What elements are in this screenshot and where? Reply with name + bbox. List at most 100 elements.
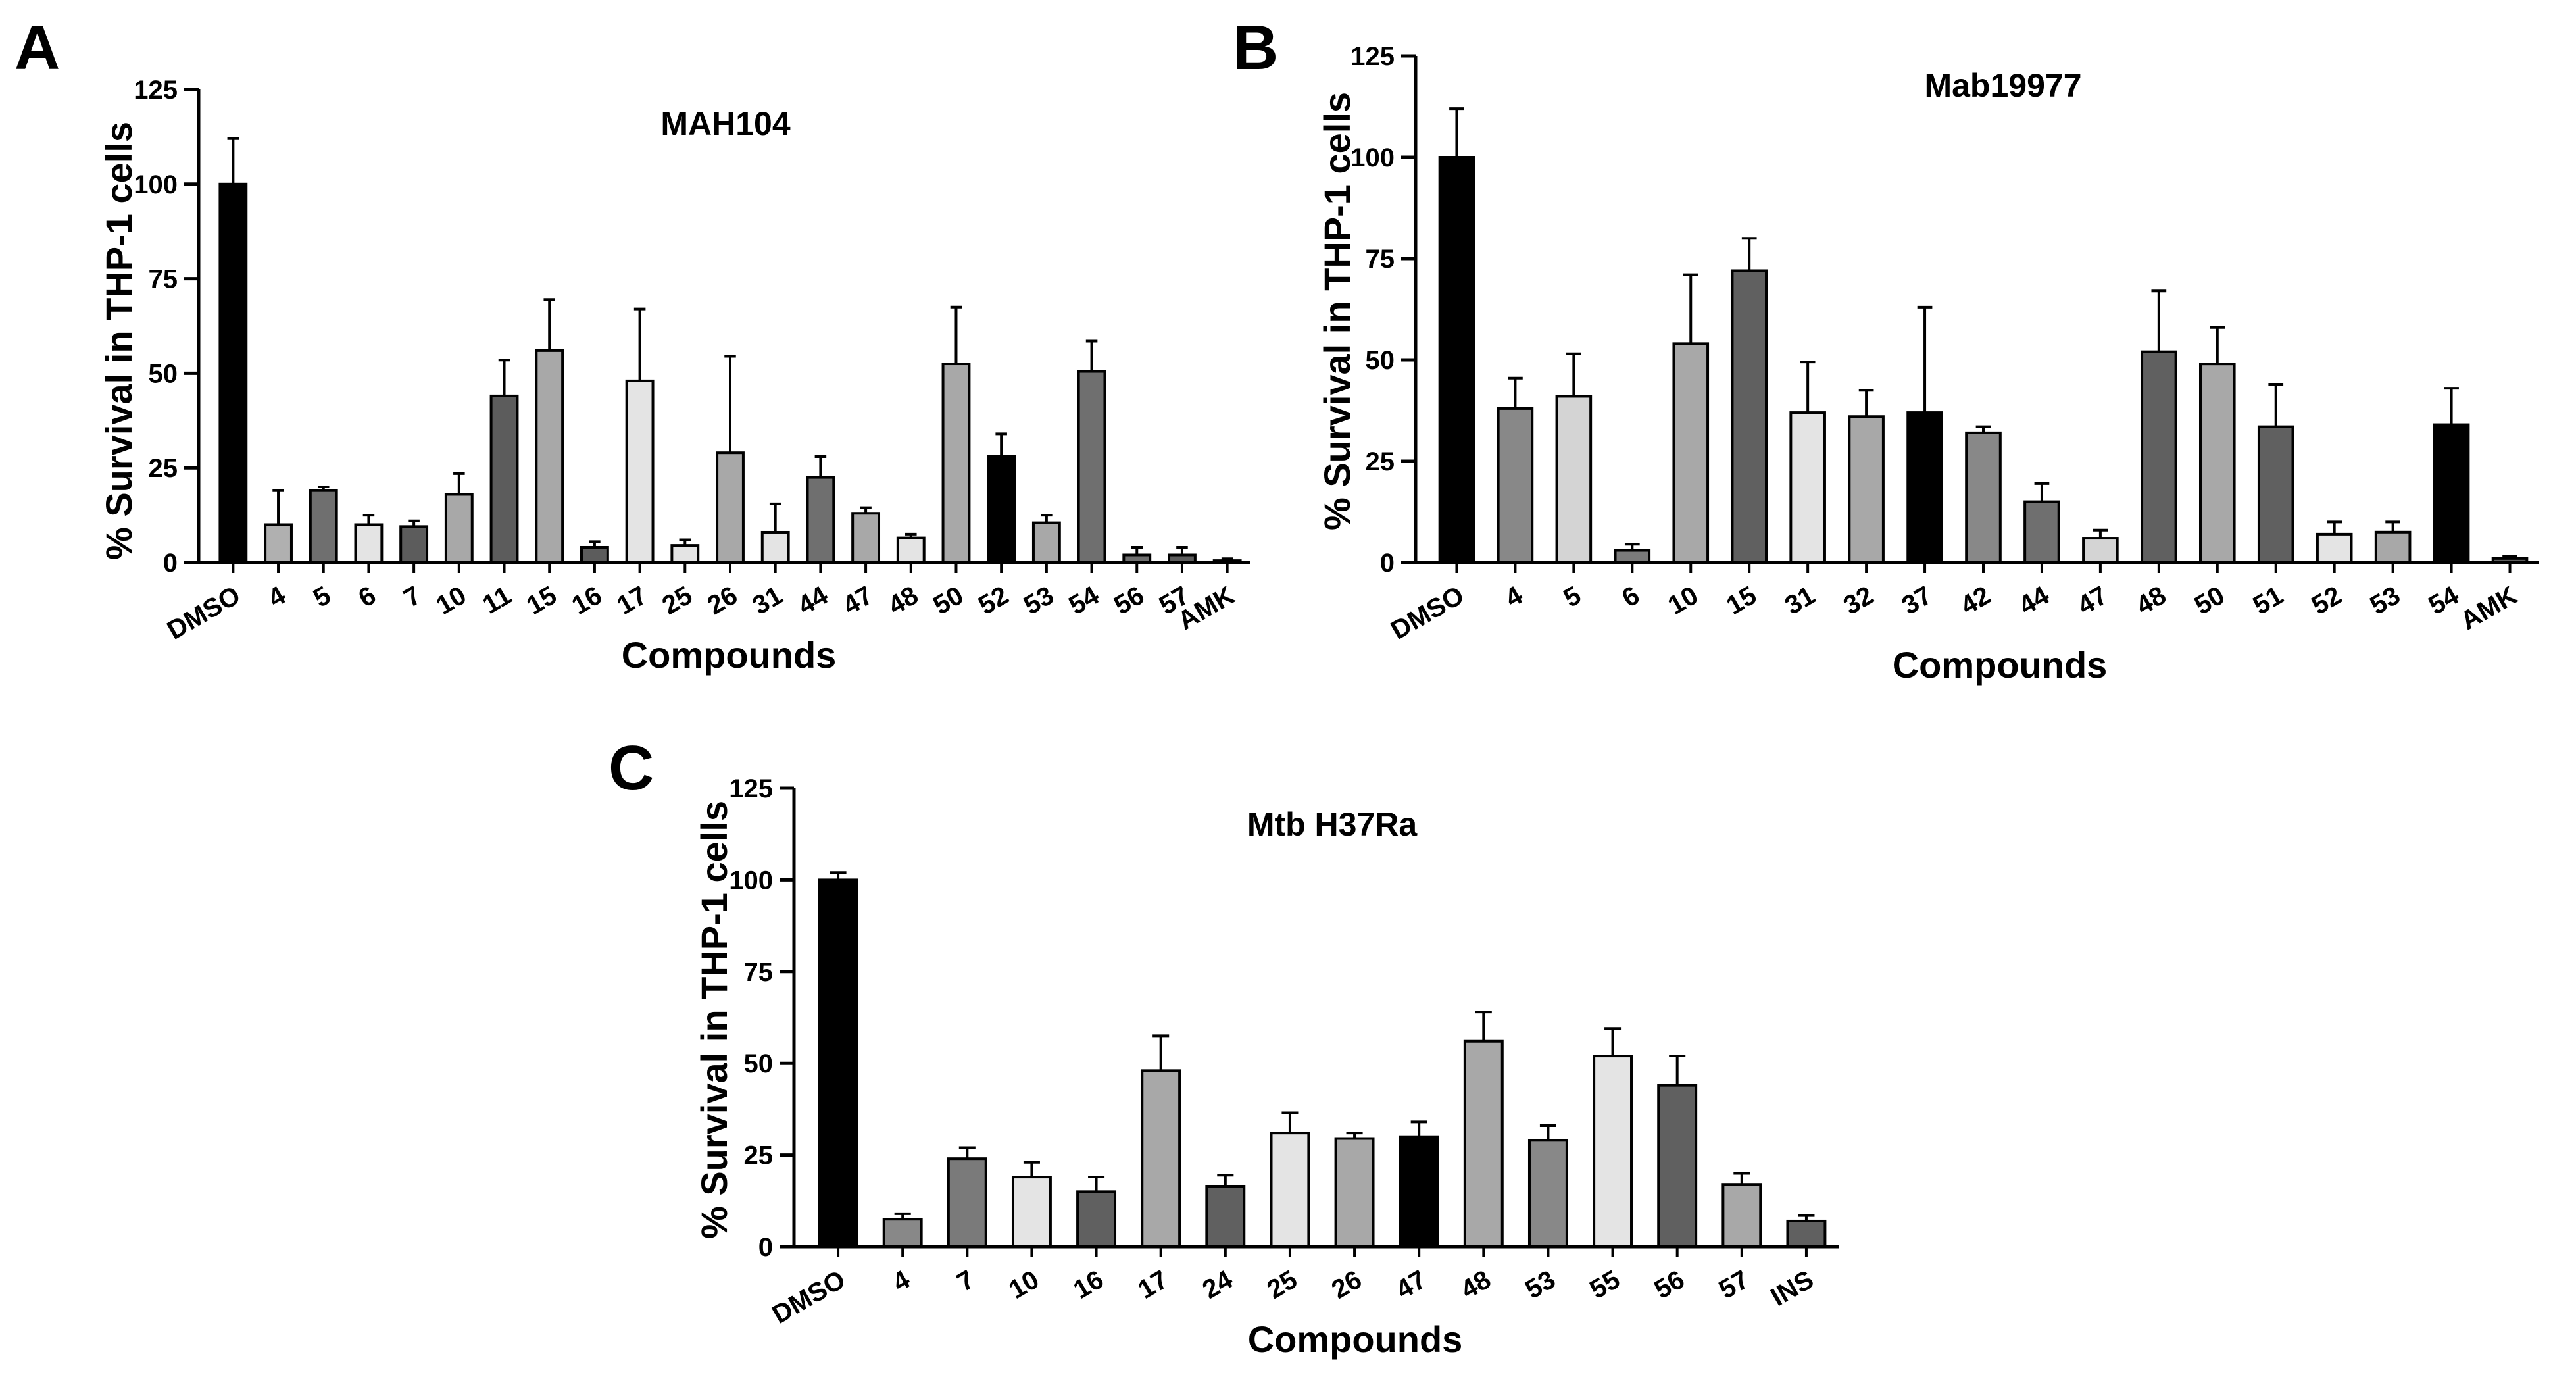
x-tick-label: 52: [974, 581, 1014, 620]
bar: [1786, 1219, 1827, 1249]
chart-panel-b: B Mab19977 % Survival in THP-1 cells Com…: [1233, 12, 2539, 686]
x-tick-label: 42: [1956, 581, 1996, 620]
bar: [1399, 1135, 1439, 1248]
bar: [2374, 530, 2412, 564]
bar: [896, 536, 926, 564]
bars-layer-b: 0 25 50 75 100 125 DMSO 4 5 6 10 15 31 32 37 42 44 47 48 50…: [1350, 42, 2539, 645]
bar: [1031, 521, 1061, 564]
x-tick-label: 26: [1327, 1265, 1367, 1305]
chart-title-b: Mab19977: [1924, 67, 2081, 104]
x-tick-label: DMSO: [768, 1265, 851, 1330]
panel-letter-a: A: [14, 12, 60, 83]
bar: [1527, 1139, 1568, 1249]
chart-title-a: MAH104: [660, 105, 790, 142]
x-tick-label: 57: [1714, 1265, 1754, 1305]
bar: [535, 349, 564, 564]
bar: [580, 545, 609, 564]
x-tick-label: 25: [1262, 1265, 1302, 1305]
bar: [1789, 411, 1826, 564]
bar: [2082, 537, 2119, 564]
x-tick-label: 54: [1064, 580, 1104, 620]
bar: [1906, 411, 1943, 564]
x-tick-label: 25: [657, 581, 697, 620]
bar: [2198, 362, 2236, 564]
bar: [1141, 1069, 1181, 1249]
bar: [818, 878, 858, 1248]
y-tick-label: 50: [149, 359, 178, 388]
x-tick-label: 24: [1198, 1264, 1238, 1305]
x-tick-label: 16: [1069, 1265, 1109, 1305]
bar: [2023, 500, 2060, 564]
x-tick-label: 26: [703, 581, 743, 620]
x-tick-label: 47: [838, 581, 878, 620]
bar: [941, 362, 971, 564]
bar: [851, 512, 881, 564]
bar: [947, 1157, 987, 1249]
bar: [1438, 156, 1475, 564]
bar: [309, 489, 338, 564]
x-tick-label: 5: [1559, 581, 1586, 613]
x-tick-label: 15: [522, 581, 562, 620]
bar: [806, 476, 835, 564]
x-tick-label: 10: [1663, 581, 1703, 620]
bar: [987, 455, 1016, 564]
y-tick-label: 75: [149, 265, 178, 294]
bar: [1205, 1184, 1246, 1248]
x-tick-label: 11: [478, 581, 516, 620]
bar: [1672, 342, 1710, 564]
bar: [1965, 431, 2002, 564]
bar: [1212, 559, 1242, 564]
bar: [2257, 425, 2294, 564]
x-tick-label: 31: [1780, 581, 1820, 620]
y-tick-label: 0: [1380, 549, 1395, 578]
bar: [1463, 1039, 1504, 1249]
bar: [1614, 549, 1651, 564]
chart-panel-a: A MAH104 % Survival in THP-1 cells Compo…: [14, 12, 1250, 676]
y-tick-label: 0: [163, 549, 178, 578]
x-tick-label: 55: [1585, 1265, 1625, 1305]
bar: [1334, 1137, 1375, 1249]
x-tick-label: 48: [1456, 1265, 1496, 1305]
x-tick-label: 15: [1721, 581, 1762, 620]
y-tick-label: 0: [758, 1233, 773, 1262]
y-tick-label: 125: [1350, 42, 1395, 71]
bar: [716, 451, 745, 564]
bar: [1848, 415, 1885, 564]
y-tick-label: 75: [1366, 245, 1395, 274]
x-tick-label: 4: [1500, 580, 1528, 613]
x-tick-label: 47: [1391, 1265, 1431, 1305]
chart-title-c: Mtb H37Ra: [1247, 806, 1418, 843]
x-tick-label: 48: [883, 581, 924, 620]
x-tick-label: 56: [1650, 1265, 1690, 1305]
x-axis-label-c: Compounds: [1248, 1318, 1463, 1360]
bar: [1731, 269, 1768, 564]
bar: [489, 394, 519, 564]
x-tick-label: 44: [2014, 580, 2054, 620]
x-tick-label: 47: [2073, 581, 2113, 620]
y-tick-label: 100: [1350, 143, 1395, 172]
bar: [1011, 1176, 1052, 1249]
bar: [2316, 532, 2353, 564]
chart-panel-c: C Mtb H37Ra % Survival in THP-1 cells Co…: [608, 733, 1839, 1360]
x-tick-label: 6: [1618, 581, 1645, 613]
x-tick-label: 48: [2131, 581, 2171, 620]
x-tick-label: 31: [748, 581, 788, 620]
x-tick-label: 56: [1109, 581, 1149, 620]
bar: [1122, 553, 1152, 564]
x-tick-label: 53: [1520, 1265, 1560, 1305]
y-axis-label-c: % Survival in THP-1 cells: [693, 801, 735, 1239]
x-tick-label: 37: [1897, 581, 1937, 620]
x-tick-label: 7: [953, 1265, 979, 1297]
panel-letter-b: B: [1233, 12, 1278, 83]
x-tick-label: 5: [309, 581, 335, 613]
x-tick-label: AMK: [2456, 581, 2522, 636]
bar: [444, 493, 474, 564]
x-tick-label: 32: [1839, 581, 1879, 620]
x-tick-label: 17: [612, 581, 653, 620]
bar: [1168, 553, 1197, 564]
bar: [1077, 370, 1106, 564]
x-tick-label: 4: [263, 580, 291, 613]
